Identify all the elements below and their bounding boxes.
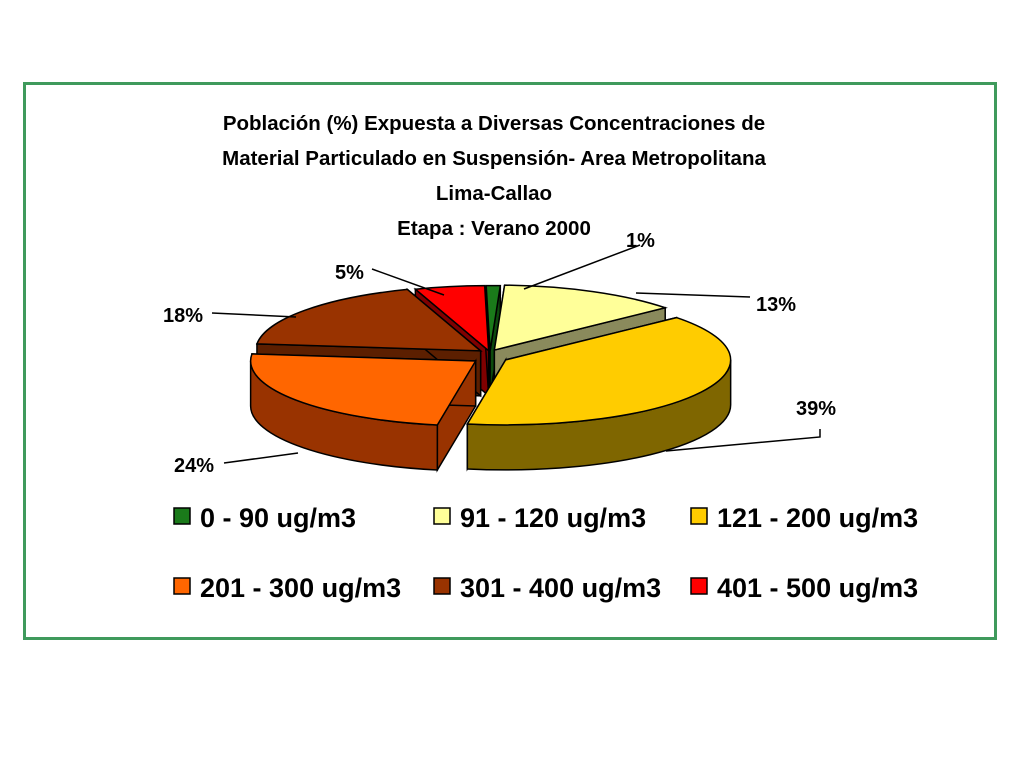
leader-line: [211, 312, 297, 318]
legend-item: 0 - 90 ug/m3: [173, 503, 356, 533]
leader-line: [665, 429, 821, 452]
legend-swatch: [690, 577, 708, 595]
pct-label: 5%: [335, 262, 364, 284]
legend-swatch: [173, 577, 191, 595]
chart-title-line-1: Población (%) Expuesta a Diversas Concen…: [223, 112, 765, 135]
legend-label: 301 - 400 ug/m3: [460, 573, 661, 603]
legend-swatch: [433, 507, 451, 525]
legend-label: 401 - 500 ug/m3: [717, 573, 918, 603]
pie-slice-2: [493, 284, 668, 352]
pct-label: 13%: [756, 294, 796, 316]
leader-line: [223, 452, 299, 464]
legend-swatch: [173, 507, 191, 525]
legend-label: 201 - 300 ug/m3: [200, 573, 401, 603]
legend-swatch: [690, 507, 708, 525]
leader-line: [523, 244, 641, 290]
leader-line: [371, 268, 445, 296]
legend-item: 121 - 200 ug/m3: [690, 503, 918, 533]
pct-label: 1%: [626, 230, 655, 252]
chart-frame: Población (%) Expuesta a Diversas Concen…: [23, 82, 997, 640]
pct-label: 39%: [796, 398, 836, 420]
pie-labels: 1% 13% 39% 24% 18% 5%: [163, 230, 836, 477]
legend-item: 91 - 120 ug/m3: [433, 503, 646, 533]
pie-slice-1: [485, 284, 502, 351]
legend-item: 401 - 500 ug/m3: [690, 573, 918, 603]
legend-label: 0 - 90 ug/m3: [200, 503, 356, 533]
chart-title-line-3: Lima-Callao: [436, 182, 552, 205]
legend: 0 - 90 ug/m3 91 - 120 ug/m3 121 - 200 ug/m…: [173, 503, 918, 603]
legend-item: 201 - 300 ug/m3: [173, 573, 401, 603]
pie-slice-6: [413, 284, 490, 353]
legend-label: 121 - 200 ug/m3: [717, 503, 918, 533]
pie-slice-4: [249, 353, 477, 426]
pie-slice-side: [466, 316, 732, 472]
pie-slice-5: [255, 288, 483, 352]
pct-label: 18%: [163, 305, 203, 327]
pct-label: 24%: [174, 455, 214, 477]
legend-swatch: [433, 577, 451, 595]
pie-sides: [249, 284, 732, 473]
chart-subtitle: Etapa : Verano 2000: [397, 217, 591, 240]
chart-title-line-2: Material Particulado en Suspensión- Area…: [222, 147, 766, 170]
leader-line: [635, 292, 751, 298]
chart-title: Población (%) Expuesta a Diversas Concen…: [222, 112, 766, 240]
pie-slice-side: [249, 353, 477, 473]
legend-item: 301 - 400 ug/m3: [433, 573, 661, 603]
pie-slice-3: [466, 316, 732, 426]
pie-chart: Población (%) Expuesta a Diversas Concen…: [163, 112, 918, 603]
legend-label: 91 - 120 ug/m3: [460, 503, 646, 533]
